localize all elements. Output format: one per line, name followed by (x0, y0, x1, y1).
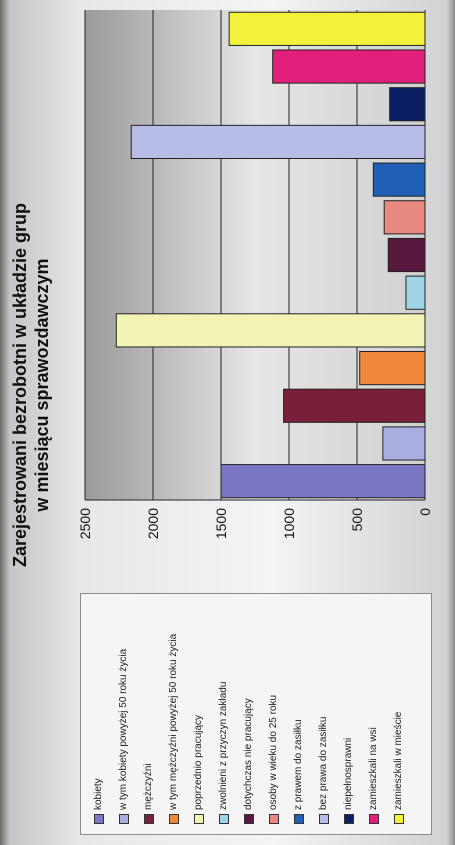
bar (372, 162, 426, 197)
y-tick-label: 2500 (77, 508, 93, 539)
bar (359, 350, 426, 386)
scan-edge-left (0, 0, 10, 845)
bar (283, 388, 426, 423)
bar (382, 426, 426, 461)
bar (383, 200, 426, 235)
y-tick-label: 2000 (145, 508, 161, 539)
bar (272, 49, 426, 84)
bar (130, 124, 426, 160)
bar (389, 87, 426, 122)
y-tick-label: 1000 (281, 508, 297, 539)
scan-edge-right (447, 0, 455, 845)
bar (405, 275, 426, 310)
bar (228, 11, 426, 46)
bar (220, 464, 426, 499)
bar (115, 313, 426, 348)
y-tick-label: 1500 (213, 508, 229, 539)
y-tick-label: 0 (417, 508, 433, 516)
bar (387, 237, 426, 273)
y-tick-label: 500 (349, 508, 365, 532)
